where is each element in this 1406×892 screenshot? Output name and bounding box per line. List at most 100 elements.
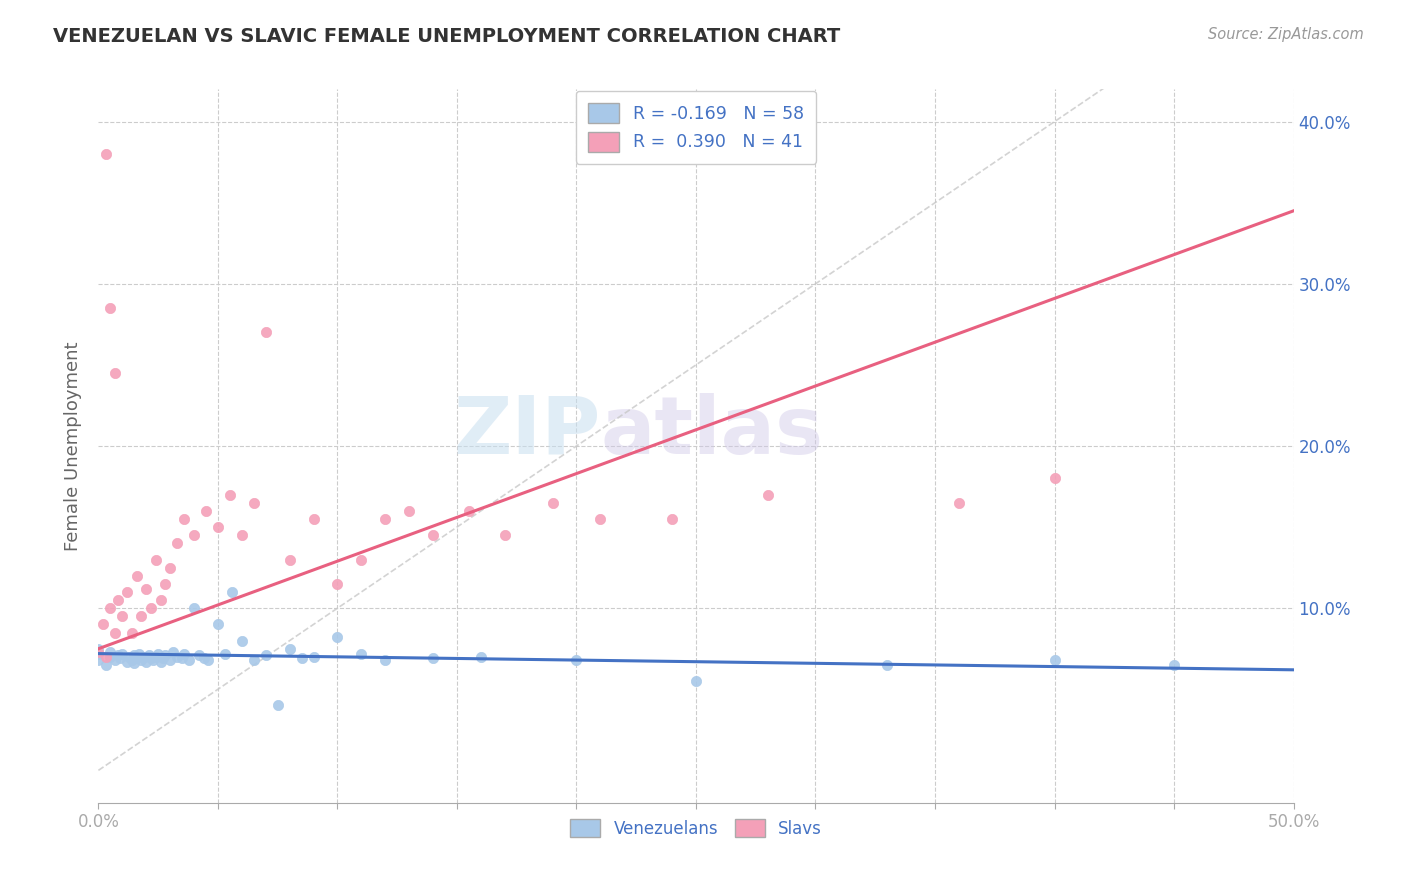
Point: [207, 617, 229, 632]
Point: [152, 651, 174, 665]
Point: [207, 520, 229, 534]
Point: [124, 657, 146, 671]
Point: [291, 651, 314, 665]
Point: [104, 653, 127, 667]
Point: [172, 651, 194, 665]
Point: [115, 655, 138, 669]
Point: [155, 577, 177, 591]
Point: [302, 512, 325, 526]
Point: [104, 366, 127, 380]
Point: [131, 609, 153, 624]
Point: [183, 528, 205, 542]
Point: [142, 653, 165, 667]
Point: [173, 512, 195, 526]
Point: [111, 609, 134, 624]
Point: [132, 649, 155, 664]
Point: [125, 651, 148, 665]
Point: [278, 552, 301, 566]
Point: [121, 625, 143, 640]
Point: [94, 147, 117, 161]
Point: [541, 496, 564, 510]
Point: [135, 582, 157, 596]
Point: [162, 645, 184, 659]
Point: [131, 653, 153, 667]
Point: [470, 649, 492, 664]
Point: [149, 655, 172, 669]
Point: [159, 653, 181, 667]
Point: [221, 585, 243, 599]
Point: [94, 657, 117, 672]
Point: [128, 647, 150, 661]
Point: [87, 653, 110, 667]
Point: [214, 647, 236, 661]
Point: [87, 641, 110, 656]
Point: [107, 593, 129, 607]
Point: [876, 657, 898, 672]
Point: [374, 653, 396, 667]
Point: [159, 560, 181, 574]
Point: [149, 593, 172, 607]
Point: [231, 528, 253, 542]
Point: [1163, 657, 1185, 672]
Point: [183, 601, 205, 615]
Point: [422, 528, 444, 542]
Point: [166, 649, 188, 664]
Text: ZIP: ZIP: [453, 392, 600, 471]
Point: [193, 651, 215, 665]
Point: [125, 568, 148, 582]
Point: [87, 645, 110, 659]
Point: [155, 648, 177, 663]
Point: [685, 674, 707, 689]
Point: [243, 653, 266, 667]
Point: [108, 651, 131, 665]
Point: [135, 655, 157, 669]
Point: [179, 653, 201, 667]
Point: [350, 647, 373, 661]
Point: [104, 625, 127, 640]
Text: VENEZUELAN VS SLAVIC FEMALE UNEMPLOYMENT CORRELATION CHART: VENEZUELAN VS SLAVIC FEMALE UNEMPLOYMENT…: [53, 27, 841, 45]
Point: [145, 649, 167, 664]
Point: [173, 647, 195, 661]
Point: [166, 536, 188, 550]
Text: Source: ZipAtlas.com: Source: ZipAtlas.com: [1208, 27, 1364, 42]
Point: [661, 512, 683, 526]
Point: [98, 645, 122, 659]
Point: [374, 512, 396, 526]
Point: [219, 488, 242, 502]
Point: [148, 647, 170, 661]
Point: [118, 649, 141, 664]
Legend: Venezuelans, Slavs: Venezuelans, Slavs: [564, 813, 828, 845]
Point: [398, 504, 420, 518]
Point: [87, 647, 110, 661]
Point: [278, 641, 301, 656]
Y-axis label: Female Unemployment: Female Unemployment: [63, 342, 82, 550]
Point: [422, 651, 444, 665]
Point: [139, 651, 162, 665]
Point: [187, 648, 209, 663]
Point: [326, 577, 349, 591]
Point: [231, 633, 253, 648]
Point: [1043, 653, 1066, 667]
Point: [565, 653, 588, 667]
Point: [145, 552, 167, 566]
Point: [458, 504, 481, 518]
Point: [98, 301, 122, 315]
Point: [254, 648, 277, 663]
Point: [494, 528, 516, 542]
Point: [121, 653, 143, 667]
Point: [94, 649, 117, 664]
Point: [98, 649, 122, 664]
Point: [350, 552, 373, 566]
Point: [138, 648, 160, 663]
Point: [302, 649, 325, 664]
Point: [139, 601, 162, 615]
Point: [243, 496, 266, 510]
Point: [589, 512, 612, 526]
Point: [948, 496, 970, 510]
Point: [326, 631, 349, 645]
Text: atlas: atlas: [600, 392, 824, 471]
Point: [1043, 471, 1066, 485]
Point: [197, 653, 219, 667]
Point: [111, 647, 134, 661]
Point: [267, 698, 290, 713]
